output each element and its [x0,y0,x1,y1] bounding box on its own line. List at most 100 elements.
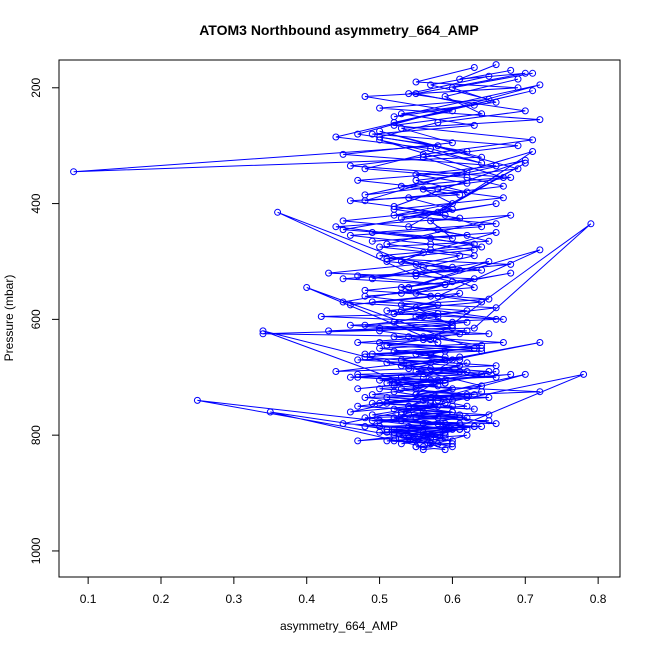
x-axis: 0.1 0.2 0.3 0.4 0.5 0.6 0.7 0.8 [80,576,607,606]
data-point [390,414,398,422]
series-line-5 [343,75,540,445]
data-point [485,72,493,80]
data-point [529,148,537,155]
data-point [339,217,347,225]
data-point [478,347,486,355]
data-point [354,272,362,280]
data-point [441,431,449,439]
data-point [390,405,398,413]
data-point [463,318,471,326]
data-point [368,130,376,138]
data-point [492,304,500,312]
data-point [361,93,369,100]
data-point [536,339,544,346]
data-point [514,142,522,150]
data-point [441,281,449,289]
data-point [346,321,354,329]
data-point [397,408,405,416]
y-axis: 200 400 600 800 1000 [29,77,60,564]
data-point [499,315,507,323]
data-point [332,368,340,375]
data-point [499,194,507,202]
data-point [383,255,391,263]
data-point [405,90,413,98]
data-point [412,78,420,86]
data-point [499,182,507,190]
data-point [368,275,376,283]
data-point [441,379,449,387]
data-point [478,159,486,167]
data-point [376,104,384,112]
data-point [397,284,405,291]
data-point [390,310,398,318]
data-point [412,289,420,297]
data-point [427,292,435,300]
data-point [361,423,369,430]
data-point [376,133,384,141]
data-point [339,420,347,428]
data-point [419,313,427,320]
data-point [383,394,391,401]
data-point [492,229,500,236]
data-point [339,275,347,283]
data-point [492,315,500,323]
data-point [397,307,405,315]
data-point [478,298,486,306]
data-point [354,437,362,445]
data-point [434,420,442,428]
x-tick-label: 0.1 [80,592,97,606]
data-point [470,240,478,248]
data-point [412,443,420,451]
data-point [339,298,347,306]
data-point [463,402,471,410]
data-point [376,399,384,407]
data-point [368,399,376,407]
data-point [383,437,391,445]
data-point [193,396,201,404]
data-point [354,130,362,138]
data-point [492,162,500,170]
data-point [456,356,464,364]
plot-area [70,61,595,454]
x-tick-label: 0.4 [298,592,315,606]
data-point [368,298,376,306]
x-tick-label: 0.2 [153,592,170,606]
data-point [361,414,369,422]
data-point [529,69,537,77]
data-point [529,136,537,144]
data-point [507,66,515,74]
data-point [470,324,478,332]
series-line-6 [262,78,533,425]
data-point [427,81,435,89]
data-point [485,237,493,245]
data-point [478,223,486,231]
data-point [317,313,325,320]
data-point [376,344,384,352]
data-point [274,208,282,216]
y-tick-label: 800 [29,425,43,445]
data-point [346,373,354,381]
data-point [346,162,354,170]
data-point [354,176,362,184]
data-point [368,229,376,236]
series-line-4 [277,72,533,448]
data-point [361,165,369,173]
data-point [485,295,493,303]
data-point [397,258,405,265]
data-point [325,327,333,335]
data-point [376,252,384,260]
data-point [448,385,456,393]
data-point [368,411,376,419]
data-point [434,313,442,320]
data-point [507,260,515,268]
data-point [354,356,362,364]
data-point [448,84,456,92]
data-point [478,423,486,430]
data-point [412,434,420,442]
data-point [419,396,427,404]
data-point [434,226,442,234]
data-point [405,402,413,410]
data-point [368,350,376,358]
data-point [354,339,362,346]
data-point [514,75,522,83]
